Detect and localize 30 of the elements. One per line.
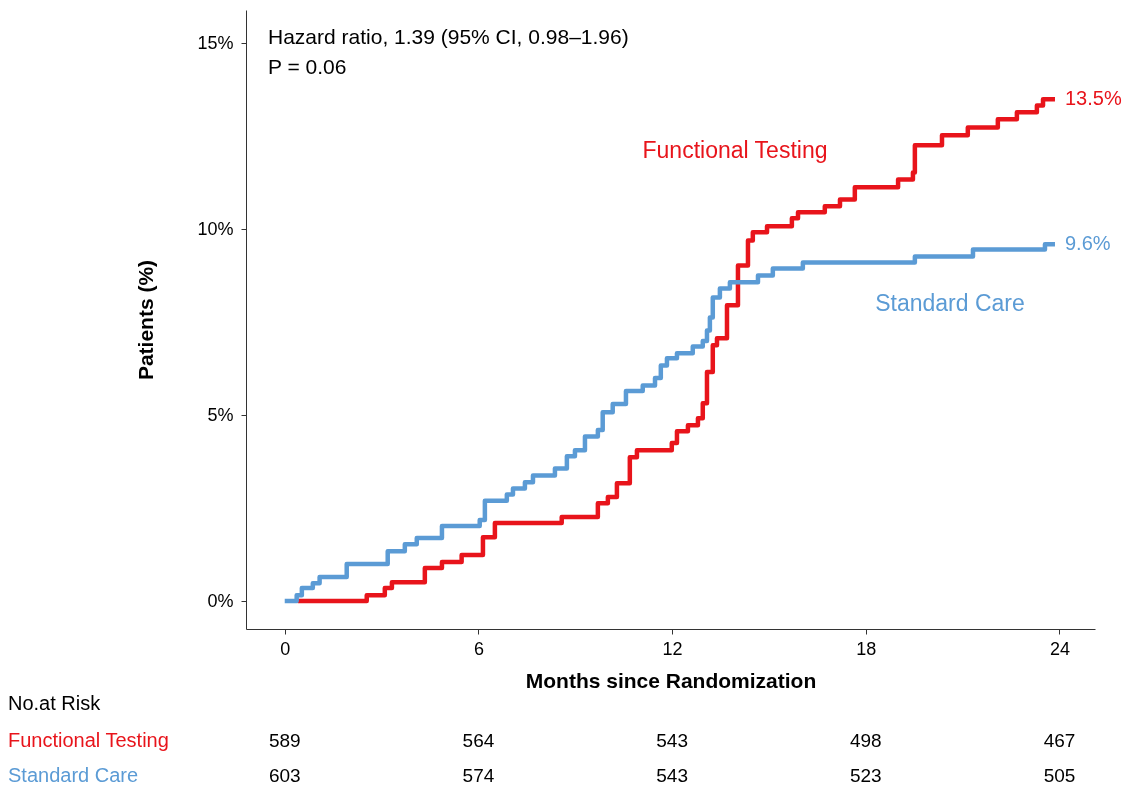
y-tick-label: 5% [207, 404, 234, 425]
y-tick-label: 15% [197, 32, 234, 53]
text: Standard Care [8, 764, 139, 786]
x-tick-label: 6 [473, 638, 484, 659]
text: 574 [462, 765, 495, 786]
text: 564 [462, 730, 495, 751]
text: 589 [268, 730, 301, 751]
series-label: Standard Care [875, 290, 1025, 316]
x-tick-label: 0 [280, 638, 291, 659]
text: Functional Testing [8, 729, 169, 751]
text: 543 [656, 730, 688, 751]
text: 505 [1043, 765, 1076, 786]
text: No.at Risk [8, 692, 102, 714]
x-tick-label: 24 [1049, 638, 1071, 659]
y-tick-label: 10% [197, 218, 234, 239]
annotation: P = 0.06 [268, 55, 347, 78]
text: 543 [656, 765, 688, 786]
text: 603 [268, 765, 301, 786]
x-tick-label: 18 [856, 638, 877, 659]
text: 467 [1043, 730, 1076, 751]
y-axis-title: Patients (%) [134, 259, 158, 381]
annotation: Hazard ratio, 1.39 (95% CI, 0.98–1.96) [268, 25, 629, 48]
annotation: 13.5% [1064, 87, 1122, 110]
series-label: Functional Testing [642, 137, 828, 163]
x-axis-title: Months since Randomization [525, 668, 817, 692]
text: 498 [849, 730, 882, 751]
annotation: 9.6% [1064, 232, 1111, 255]
x-tick-label: 12 [662, 638, 683, 659]
text: 523 [849, 765, 882, 786]
y-tick-label: 0% [207, 590, 234, 611]
